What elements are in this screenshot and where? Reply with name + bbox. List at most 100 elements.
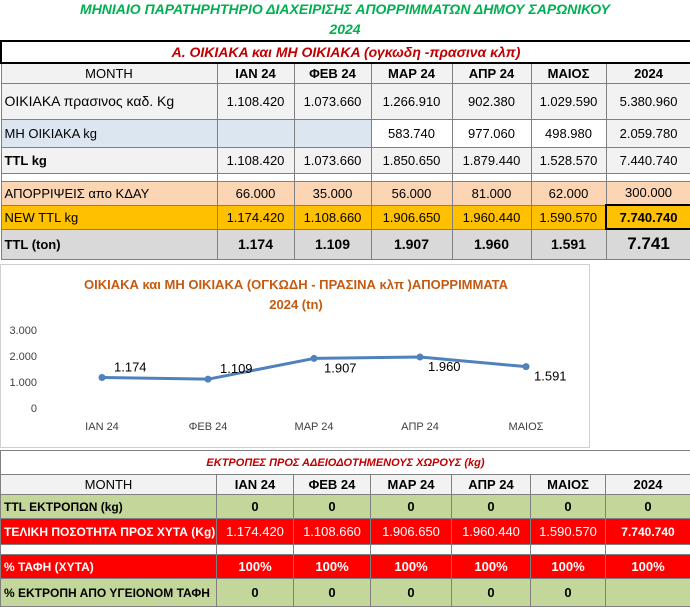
cell xyxy=(606,579,690,607)
cell: 1.528.570 xyxy=(531,147,606,173)
row-label: ΑΠΟΡΡΙΨΕΙΣ απο ΚΔΑΥ xyxy=(1,181,217,205)
cell: 5.380.960 xyxy=(606,83,690,119)
cell: 0 xyxy=(371,495,452,519)
col-header: ΑΠΡ 24 xyxy=(452,475,531,495)
x-tick-label: ΦΕΒ 24 xyxy=(189,421,228,433)
cell: 7.741 xyxy=(606,229,690,259)
cell: 1.174 xyxy=(217,229,294,259)
cell: 0 xyxy=(294,579,371,607)
data-label: 1.907 xyxy=(324,360,357,375)
cell: 1.073.660 xyxy=(294,83,371,119)
line-chart: ΟΙΚΙΑΚΑ και ΜΗ ΟΙΚΙΑΚΑ (ΟΓΚΩΔΗ - ΠΡΑΣΙΝΑ… xyxy=(0,264,590,448)
cell: 100% xyxy=(452,555,531,579)
cell: 0 xyxy=(452,579,531,607)
table-row: % ΤΑΦΗ (ΧΥΤΑ) 100% 100% 100% 100% 100% 1… xyxy=(1,555,690,579)
cell xyxy=(217,119,294,147)
sheet-year: 2024 xyxy=(0,21,690,37)
cell: 1.109 xyxy=(294,229,371,259)
cell: 0 xyxy=(531,579,606,607)
col-header: 2024 xyxy=(606,475,690,495)
row-label: TTL ΕΚΤΡΟΠΩΝ (kg) xyxy=(1,495,217,519)
data-point xyxy=(311,355,318,362)
col-header: ΜΑΙΟΣ xyxy=(531,63,606,83)
table-row: TTL kg 1.108.420 1.073.660 1.850.650 1.8… xyxy=(1,147,690,173)
data-label: 1.174 xyxy=(114,359,147,374)
top-header-row: MONTH ΙΑΝ 24 ΦΕΒ 24 ΜΑΡ 24 ΑΠΡ 24 ΜΑΙΟΣ … xyxy=(1,63,690,83)
cell: 35.000 xyxy=(294,181,371,205)
cell: 1.906.650 xyxy=(371,205,452,229)
month-header: MONTH xyxy=(1,475,217,495)
row-label: % ΕΚΤΡΟΠΗ ΑΠΟ ΥΓΕΙΟΝΟΜ ΤΑΦΗ xyxy=(1,579,217,607)
cell: 81.000 xyxy=(452,181,531,205)
spacer-row xyxy=(1,545,690,555)
cell: 100% xyxy=(531,555,606,579)
table-row: ΤΕΛΙΚΗ ΠΟΣΟΤΗΤΑ ΠΡΟΣ ΧΥΤΑ (Kg) 1.174.420… xyxy=(1,519,690,545)
col-header: 2024 xyxy=(606,63,690,83)
cell: 1.591 xyxy=(531,229,606,259)
row-label: % ΤΑΦΗ (ΧΥΤΑ) xyxy=(1,555,217,579)
cell: 300.000 xyxy=(606,181,690,205)
cell: 0 xyxy=(452,495,531,519)
table-row: ΑΠΟΡΡΙΨΕΙΣ απο ΚΔΑΥ 66.000 35.000 56.000… xyxy=(1,181,690,205)
table-row: NEW TTL kg 1.174.420 1.108.660 1.906.650… xyxy=(1,205,690,229)
data-point xyxy=(99,374,106,381)
y-tick-label: 3.000 xyxy=(9,325,37,337)
cell: 1.266.910 xyxy=(371,83,452,119)
cell: 0 xyxy=(371,579,452,607)
row-label: ΤΕΛΙΚΗ ΠΟΣΟΤΗΤΑ ΠΡΟΣ ΧΥΤΑ (Kg) xyxy=(1,519,217,545)
data-label: 1.591 xyxy=(534,369,567,384)
data-point xyxy=(417,354,424,361)
cell: 1.590.570 xyxy=(531,519,606,545)
table-row: ΜΗ ΟΙΚΙΑΚΑ kg 583.740 977.060 498.980 2.… xyxy=(1,119,690,147)
cell: 1.960 xyxy=(452,229,531,259)
cell: 1.590.570 xyxy=(531,205,606,229)
cell: 1.850.650 xyxy=(371,147,452,173)
cell: 2.059.780 xyxy=(606,119,690,147)
cell: 0 xyxy=(294,495,371,519)
col-header: ΜΑΡ 24 xyxy=(371,475,452,495)
col-header: ΑΠΡ 24 xyxy=(452,63,531,83)
cell: 66.000 xyxy=(217,181,294,205)
col-header: ΦΕΒ 24 xyxy=(294,475,371,495)
cell: 1.108.660 xyxy=(294,519,371,545)
top-table: Α. ΟΙΚΙΑΚΑ και ΜΗ ΟΙΚΙΑΚΑ (ογκωδη -πρασι… xyxy=(0,40,690,260)
cell: 0 xyxy=(217,495,294,519)
cell: 56.000 xyxy=(371,181,452,205)
col-header: ΜΑΙΟΣ xyxy=(531,475,606,495)
cell: 583.740 xyxy=(371,119,452,147)
cell: 100% xyxy=(294,555,371,579)
table-row: TTL (ton) 1.174 1.109 1.907 1.960 1.591 … xyxy=(1,229,690,259)
cell: 498.980 xyxy=(531,119,606,147)
y-tick-label: 1.000 xyxy=(9,377,37,389)
col-header: ΙΑΝ 24 xyxy=(217,475,294,495)
cell: 902.380 xyxy=(452,83,531,119)
data-label: 1.960 xyxy=(428,359,461,374)
cell: 977.060 xyxy=(452,119,531,147)
cell: 1.879.440 xyxy=(452,147,531,173)
cell: 1.108.420 xyxy=(217,83,294,119)
bottom-section-title: ΕΚΤΡΟΠΕΣ ΠΡΟΣ ΑΔΕΙΟΔΟΤΗΜΕΝΟΥΣ ΧΩΡΟΥΣ (kg… xyxy=(1,451,690,475)
cell: 62.000 xyxy=(531,181,606,205)
cell: 1.108.420 xyxy=(217,147,294,173)
x-tick-label: ΙΑΝ 24 xyxy=(85,421,119,433)
data-point xyxy=(523,363,530,370)
cell: 1.906.650 xyxy=(371,519,452,545)
cell: 1.073.660 xyxy=(294,147,371,173)
cell: 1.108.660 xyxy=(294,205,371,229)
table-row: TTL ΕΚΤΡΟΠΩΝ (kg) 0 0 0 0 0 0 xyxy=(1,495,690,519)
cell: 0 xyxy=(217,579,294,607)
col-header: ΦΕΒ 24 xyxy=(294,63,371,83)
row-label: NEW TTL kg xyxy=(1,205,217,229)
cell: 7.740.740 xyxy=(606,205,690,229)
spacer-row xyxy=(1,173,690,181)
cell: 1.960.440 xyxy=(452,205,531,229)
row-label: TTL kg xyxy=(1,147,217,173)
cell xyxy=(294,119,371,147)
data-point xyxy=(205,376,212,383)
cell: 1.907 xyxy=(371,229,452,259)
row-label: TTL (ton) xyxy=(1,229,217,259)
table-row: ΟΙΚΙΑΚΑ πρασινος καδ. Kg 1.108.420 1.073… xyxy=(1,83,690,119)
month-header: MONTH xyxy=(1,63,217,83)
cell: 1.029.590 xyxy=(531,83,606,119)
